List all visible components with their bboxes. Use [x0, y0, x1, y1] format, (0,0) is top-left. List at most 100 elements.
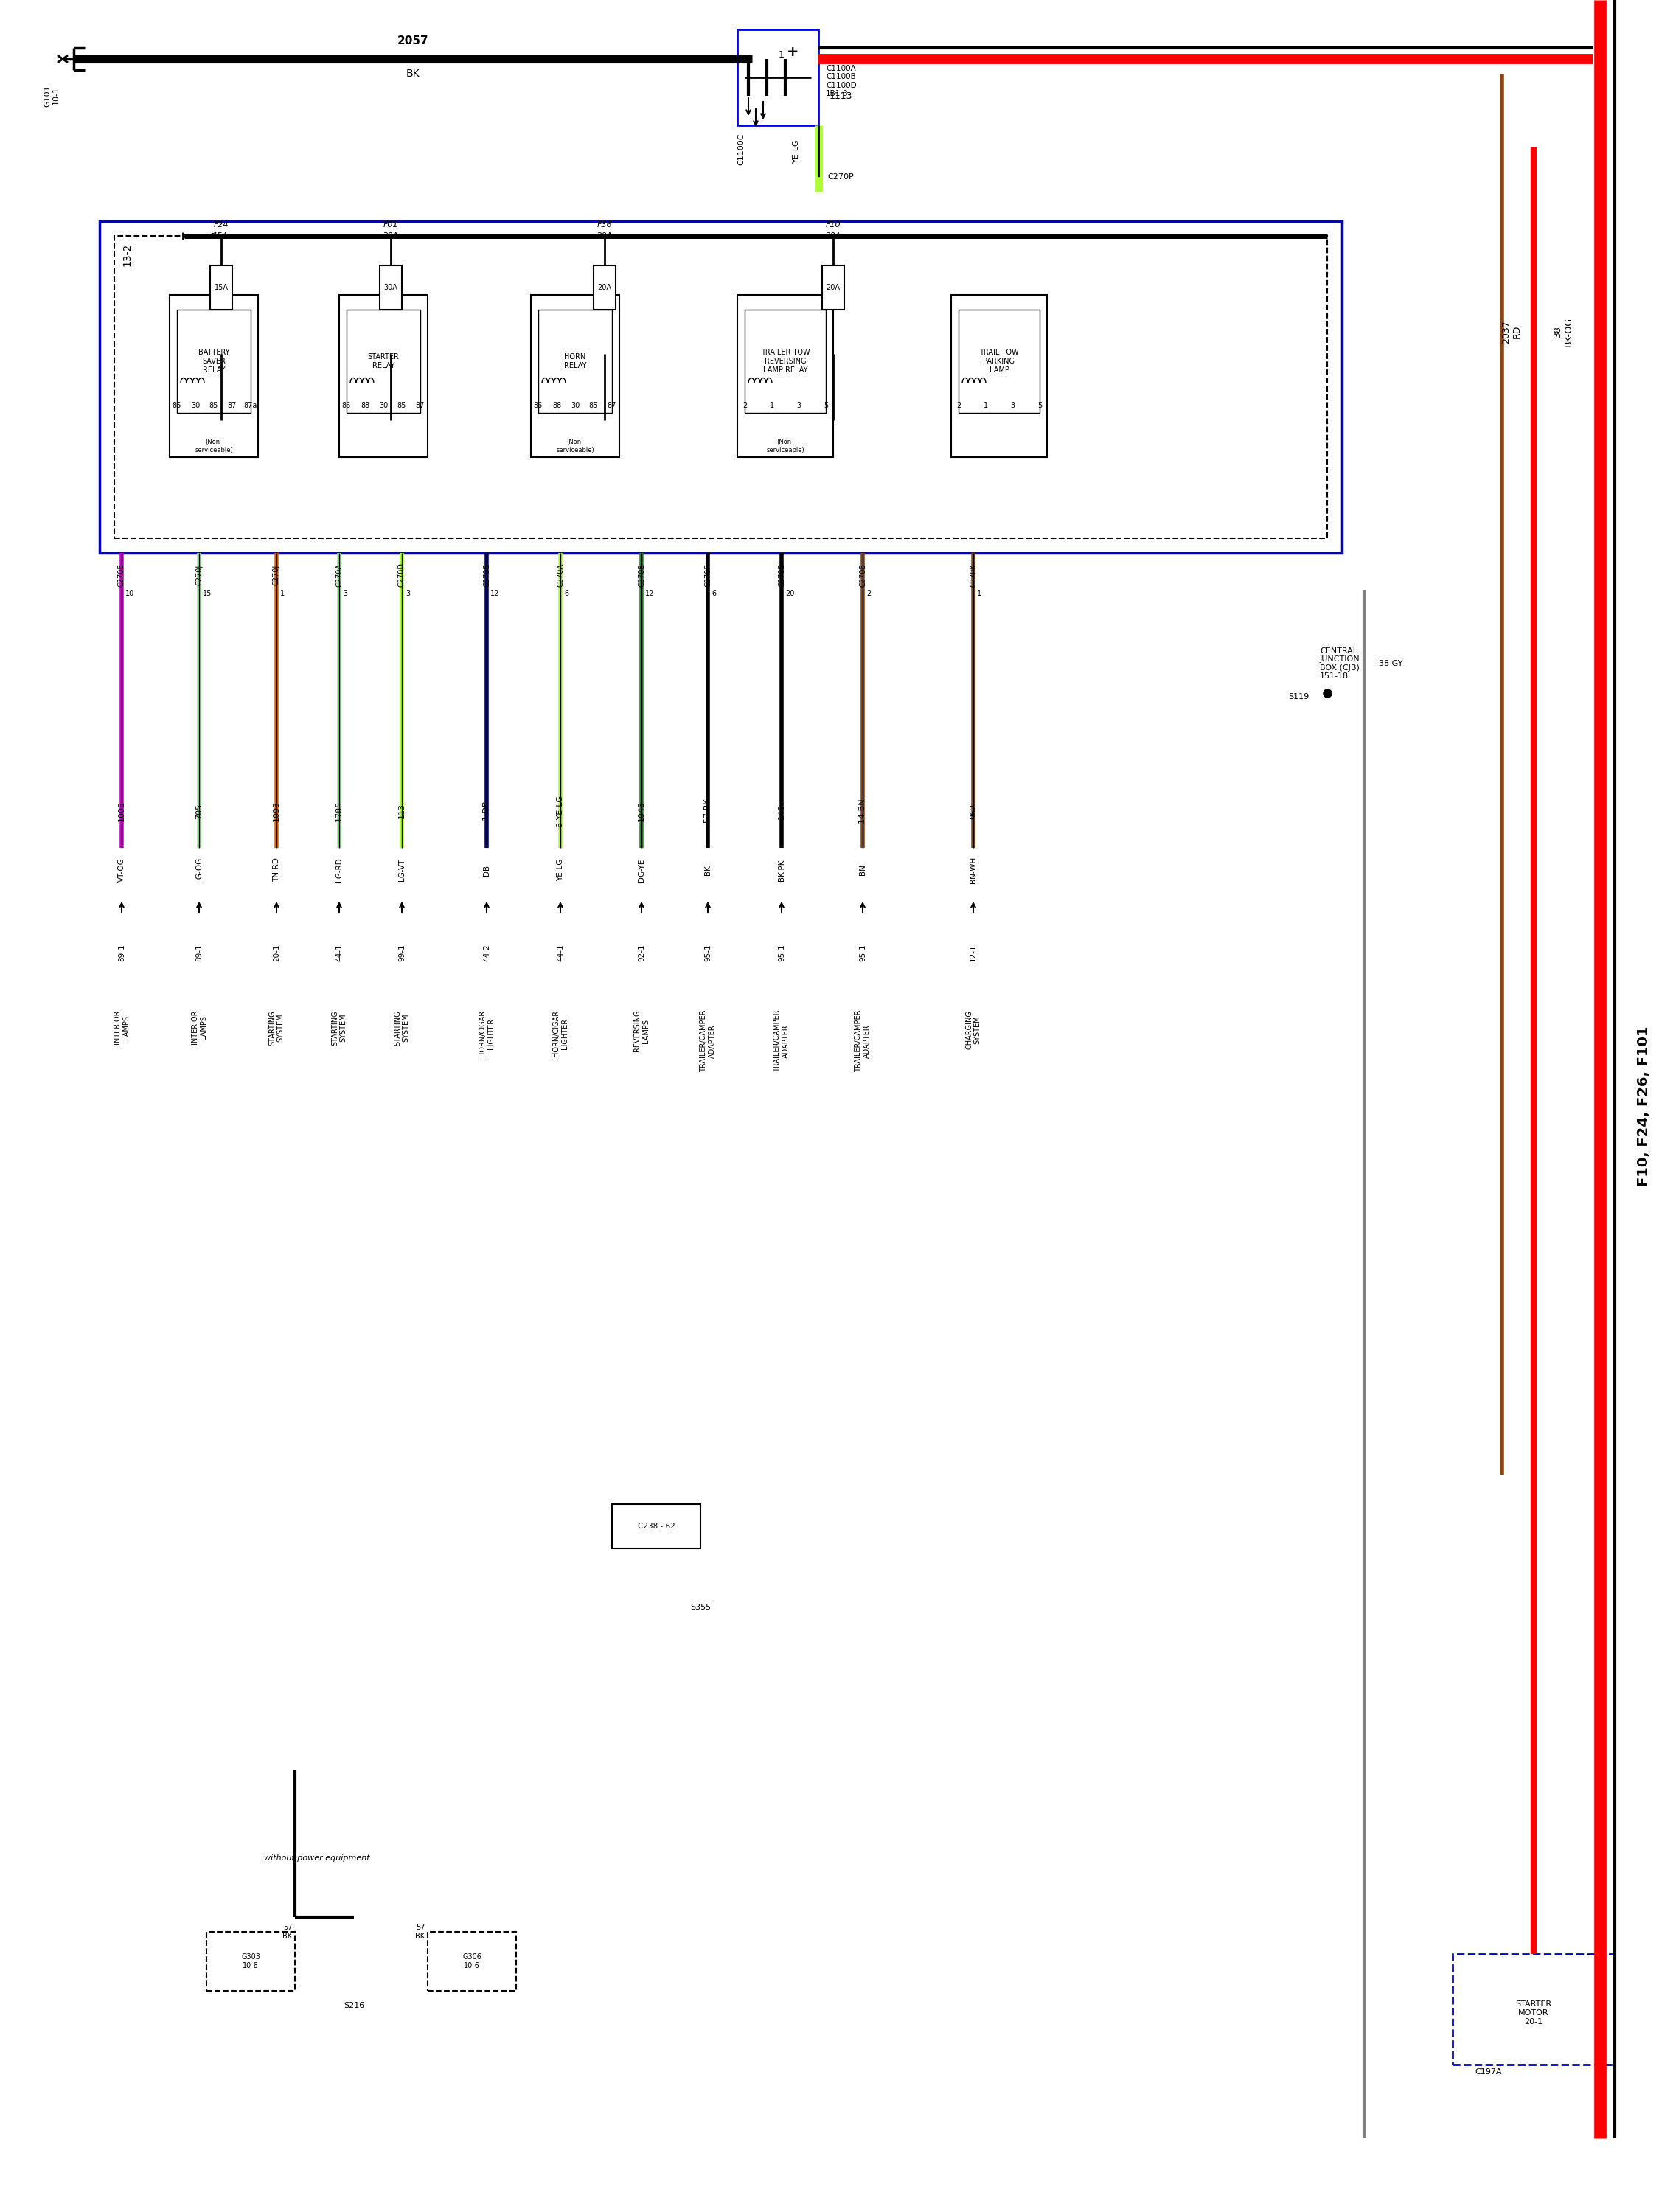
- Bar: [178, 310, 251, 414]
- Text: (Non-
serviceable): (Non- serviceable): [766, 438, 805, 453]
- Text: 15: 15: [202, 591, 212, 597]
- Bar: [594, 265, 615, 310]
- Text: 38 GY: 38 GY: [1379, 659, 1404, 668]
- Text: C270A: C270A: [335, 564, 343, 586]
- Text: DG-YE: DG-YE: [637, 858, 645, 883]
- Text: C238 - 62: C238 - 62: [637, 1522, 675, 1531]
- Text: STARTING
SYSTEM: STARTING SYSTEM: [269, 1011, 284, 1046]
- Text: 113: 113: [398, 803, 405, 818]
- Bar: [114, 237, 1327, 538]
- Text: C270D: C270D: [398, 564, 405, 588]
- Text: without power equipment: without power equipment: [264, 1854, 370, 1863]
- Text: TN-RD: TN-RD: [272, 858, 280, 883]
- Text: 30A: 30A: [383, 232, 398, 239]
- Text: 87: 87: [416, 403, 425, 409]
- Text: 20A: 20A: [826, 283, 839, 292]
- Text: TRAIL TOW
PARKING
LAMP: TRAIL TOW PARKING LAMP: [979, 349, 1019, 374]
- Text: 5: 5: [823, 403, 828, 409]
- Bar: [538, 310, 612, 414]
- Text: 95-1: 95-1: [778, 945, 785, 962]
- Bar: [612, 1504, 700, 1548]
- Text: 13-2: 13-2: [121, 243, 133, 265]
- Text: 44-1: 44-1: [557, 945, 564, 962]
- Text: INTERIOR
LAMPS: INTERIOR LAMPS: [191, 1011, 207, 1044]
- Text: 1: 1: [977, 591, 982, 597]
- Text: BK: BK: [703, 865, 712, 876]
- Text: CENTRAL
JUNCTION
BOX (CJB)
151-18: CENTRAL JUNCTION BOX (CJB) 151-18: [1321, 648, 1360, 679]
- Text: VT-OG: VT-OG: [118, 858, 126, 883]
- Text: BN: BN: [859, 865, 866, 876]
- Text: LG-RD: LG-RD: [335, 858, 343, 883]
- Text: 12: 12: [491, 591, 499, 597]
- Text: 86: 86: [534, 403, 542, 409]
- Bar: [100, 221, 1342, 553]
- Text: 30: 30: [571, 403, 579, 409]
- Text: S355: S355: [690, 1604, 710, 1610]
- Text: 99-1: 99-1: [398, 945, 405, 962]
- Text: 3: 3: [343, 591, 347, 597]
- Text: 85: 85: [589, 403, 599, 409]
- Text: 44-2: 44-2: [483, 945, 491, 962]
- Text: 705: 705: [196, 803, 202, 818]
- Text: YE-LG: YE-LG: [793, 139, 800, 164]
- Text: 1785: 1785: [335, 801, 343, 821]
- Text: 95-1: 95-1: [703, 945, 712, 962]
- Text: 1 DB: 1 DB: [483, 801, 491, 821]
- Text: LG-OG: LG-OG: [196, 858, 202, 883]
- Text: BN-WH: BN-WH: [969, 856, 977, 883]
- Text: C270E: C270E: [118, 564, 126, 586]
- Text: 6: 6: [564, 591, 569, 597]
- Text: C270E: C270E: [778, 564, 785, 586]
- Text: 2: 2: [956, 403, 961, 409]
- Text: 12-1: 12-1: [969, 945, 977, 962]
- Text: 2057: 2057: [397, 35, 428, 46]
- Text: TRAILER/CAMPER
ADAPTER: TRAILER/CAMPER ADAPTER: [854, 1011, 871, 1073]
- Text: (Non-
serviceable): (Non- serviceable): [556, 438, 594, 453]
- Text: STARTER
MOTOR
20-1: STARTER MOTOR 20-1: [1516, 2000, 1551, 2026]
- Text: 2037
RD: 2037 RD: [1501, 321, 1521, 343]
- Text: 15A: 15A: [214, 283, 229, 292]
- Bar: [1453, 1953, 1614, 2064]
- Text: 962: 962: [969, 803, 977, 818]
- Text: 20: 20: [785, 591, 795, 597]
- Text: 1: 1: [984, 403, 987, 409]
- Bar: [959, 310, 1040, 414]
- Text: 1043: 1043: [637, 801, 645, 821]
- Text: (Non-
serviceable): (Non- serviceable): [194, 438, 232, 453]
- Text: 88: 88: [552, 403, 561, 409]
- Text: 57
BK: 57 BK: [415, 1924, 425, 1940]
- Bar: [737, 29, 818, 126]
- Text: STARTER
RELAY: STARTER RELAY: [368, 354, 400, 369]
- Bar: [347, 310, 420, 414]
- Text: 10: 10: [126, 591, 134, 597]
- Text: C1100A
C1100B
C1100D
1B1-3: C1100A C1100B C1100D 1B1-3: [826, 64, 856, 97]
- Text: G101
10-1: G101 10-1: [43, 84, 60, 106]
- Text: HORN
RELAY: HORN RELAY: [564, 354, 586, 369]
- Text: 20A: 20A: [597, 232, 612, 239]
- Text: C270P: C270P: [828, 173, 854, 181]
- Bar: [338, 294, 428, 458]
- Text: 57 BK: 57 BK: [703, 799, 712, 823]
- Bar: [531, 294, 619, 458]
- Text: C197A: C197A: [1475, 2068, 1501, 2075]
- Text: S216: S216: [343, 2002, 365, 2008]
- Text: C270J: C270J: [272, 564, 280, 586]
- Text: 6 YE-LG: 6 YE-LG: [557, 794, 564, 827]
- Text: 1: 1: [770, 403, 775, 409]
- Text: 1093: 1093: [272, 801, 280, 821]
- Text: 1: 1: [280, 591, 285, 597]
- Text: F24: F24: [214, 221, 229, 228]
- Text: F01: F01: [383, 221, 398, 228]
- Text: C270A: C270A: [557, 564, 564, 586]
- Text: C270B: C270B: [637, 564, 645, 586]
- Text: BK: BK: [406, 69, 420, 80]
- Bar: [428, 1931, 516, 1991]
- Text: 1005: 1005: [118, 801, 126, 821]
- Text: CHARGING
SYSTEM: CHARGING SYSTEM: [966, 1011, 980, 1048]
- Text: 44-1: 44-1: [335, 945, 343, 962]
- Bar: [737, 294, 833, 458]
- Text: YE-LG: YE-LG: [557, 858, 564, 880]
- Bar: [380, 265, 401, 310]
- Text: C270E: C270E: [483, 564, 491, 586]
- Text: STARTING
SYSTEM: STARTING SYSTEM: [393, 1011, 410, 1046]
